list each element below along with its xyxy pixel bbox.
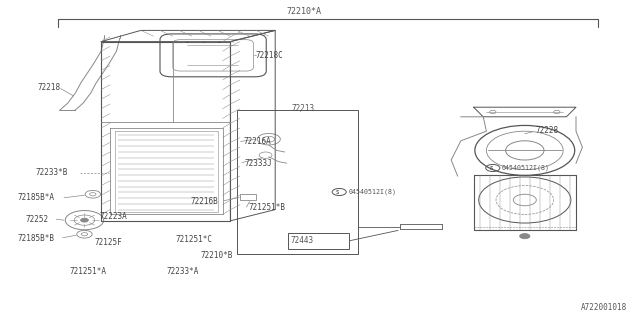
Text: 72185B*A: 72185B*A <box>18 193 55 202</box>
Text: 04540512I(8): 04540512I(8) <box>502 165 550 171</box>
Text: S: S <box>489 165 493 171</box>
Text: 721251*B: 721251*B <box>248 204 285 212</box>
Text: 72216B: 72216B <box>191 197 218 206</box>
Text: 72210*A: 72210*A <box>287 7 321 16</box>
Text: 721251*A: 721251*A <box>69 268 106 276</box>
Text: 72185B*B: 72185B*B <box>18 234 55 243</box>
Text: 72125F: 72125F <box>95 238 122 247</box>
Text: 72443: 72443 <box>291 236 314 245</box>
Bar <box>240 194 256 200</box>
Text: 72218C: 72218C <box>256 51 284 60</box>
Text: 72228: 72228 <box>535 126 558 135</box>
Text: 72333J: 72333J <box>244 159 272 168</box>
Circle shape <box>520 234 530 239</box>
Text: 72252: 72252 <box>26 215 49 224</box>
Text: 72213: 72213 <box>292 104 315 113</box>
Bar <box>288 233 349 249</box>
Text: 04540512I(8): 04540512I(8) <box>348 189 396 195</box>
Text: 72210*B: 72210*B <box>201 251 234 260</box>
Text: 72218: 72218 <box>37 83 60 92</box>
Text: 721251*C: 721251*C <box>175 236 212 244</box>
Circle shape <box>81 218 88 222</box>
Text: A722001018: A722001018 <box>581 303 627 312</box>
Text: S: S <box>335 189 339 195</box>
Bar <box>237 110 358 254</box>
Text: 72233*B: 72233*B <box>35 168 68 177</box>
Text: 72233*A: 72233*A <box>166 268 199 276</box>
Text: 72216A: 72216A <box>243 137 271 146</box>
Text: 72223A: 72223A <box>99 212 127 221</box>
